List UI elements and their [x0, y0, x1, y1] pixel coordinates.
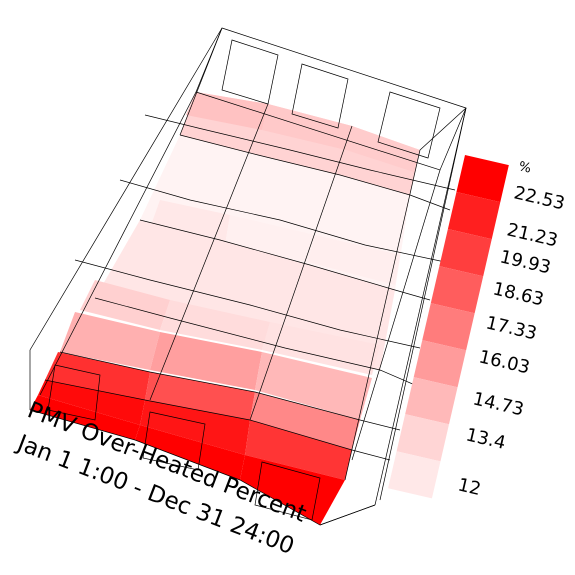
heatmap-cell	[250, 392, 360, 450]
legend-tick-label: 22.53	[512, 182, 567, 214]
heatmap-cell	[262, 104, 352, 150]
color-legend: % 22.53 21.23 19.93 18.63 17.33 16.03 14…	[388, 155, 567, 500]
heatmap-cell	[240, 455, 345, 525]
building-heatmap	[29, 27, 467, 526]
heatmap-cell	[80, 280, 170, 330]
legend-swatch	[439, 229, 492, 277]
legend-tick-label: 19.93	[498, 246, 553, 278]
heatmap-cell	[145, 372, 255, 420]
heatmap-cell	[150, 200, 230, 245]
legend-tick-label: 13.4	[464, 424, 508, 453]
heatmap-cell	[38, 380, 145, 425]
heatmap-cell	[255, 352, 372, 420]
heatmap-cell	[60, 312, 160, 370]
legend-swatch	[405, 377, 458, 425]
heatmap-cell	[140, 400, 250, 455]
legend-tick-label: 12	[456, 474, 483, 500]
legend-swatch	[422, 303, 475, 351]
legend-swatch	[413, 340, 467, 388]
floor-heatmap-cells	[30, 92, 420, 525]
heatmap-cell	[135, 425, 245, 480]
legend-tick-label: 21.23	[505, 219, 560, 251]
heatmap-cell	[45, 352, 150, 400]
heatmap-cell	[30, 395, 140, 440]
legend-tick-label: 16.03	[477, 346, 532, 378]
legend-swatch	[447, 192, 501, 240]
legend-swatch	[430, 266, 484, 314]
legend-swatch	[456, 155, 509, 203]
legend-color-bar	[388, 155, 509, 499]
building-wireframe	[29, 27, 467, 526]
legend-tick-label: 17.33	[484, 312, 539, 344]
heatmap-cell	[308, 235, 400, 285]
legend-swatch	[396, 414, 450, 462]
heatmap-cell	[262, 322, 380, 375]
legend-tick-label: 18.63	[491, 278, 546, 310]
heatmap-cell	[225, 215, 315, 262]
legend-tick-label: 14.73	[471, 388, 526, 420]
heatmap-cell	[245, 420, 352, 480]
heatmap-cell	[186, 92, 268, 130]
legend-unit: %	[517, 159, 532, 176]
heatmap-cell	[346, 126, 420, 172]
legend-swatch	[388, 451, 441, 499]
heatmap-cell	[150, 332, 262, 390]
heatmap-cell	[160, 300, 270, 350]
